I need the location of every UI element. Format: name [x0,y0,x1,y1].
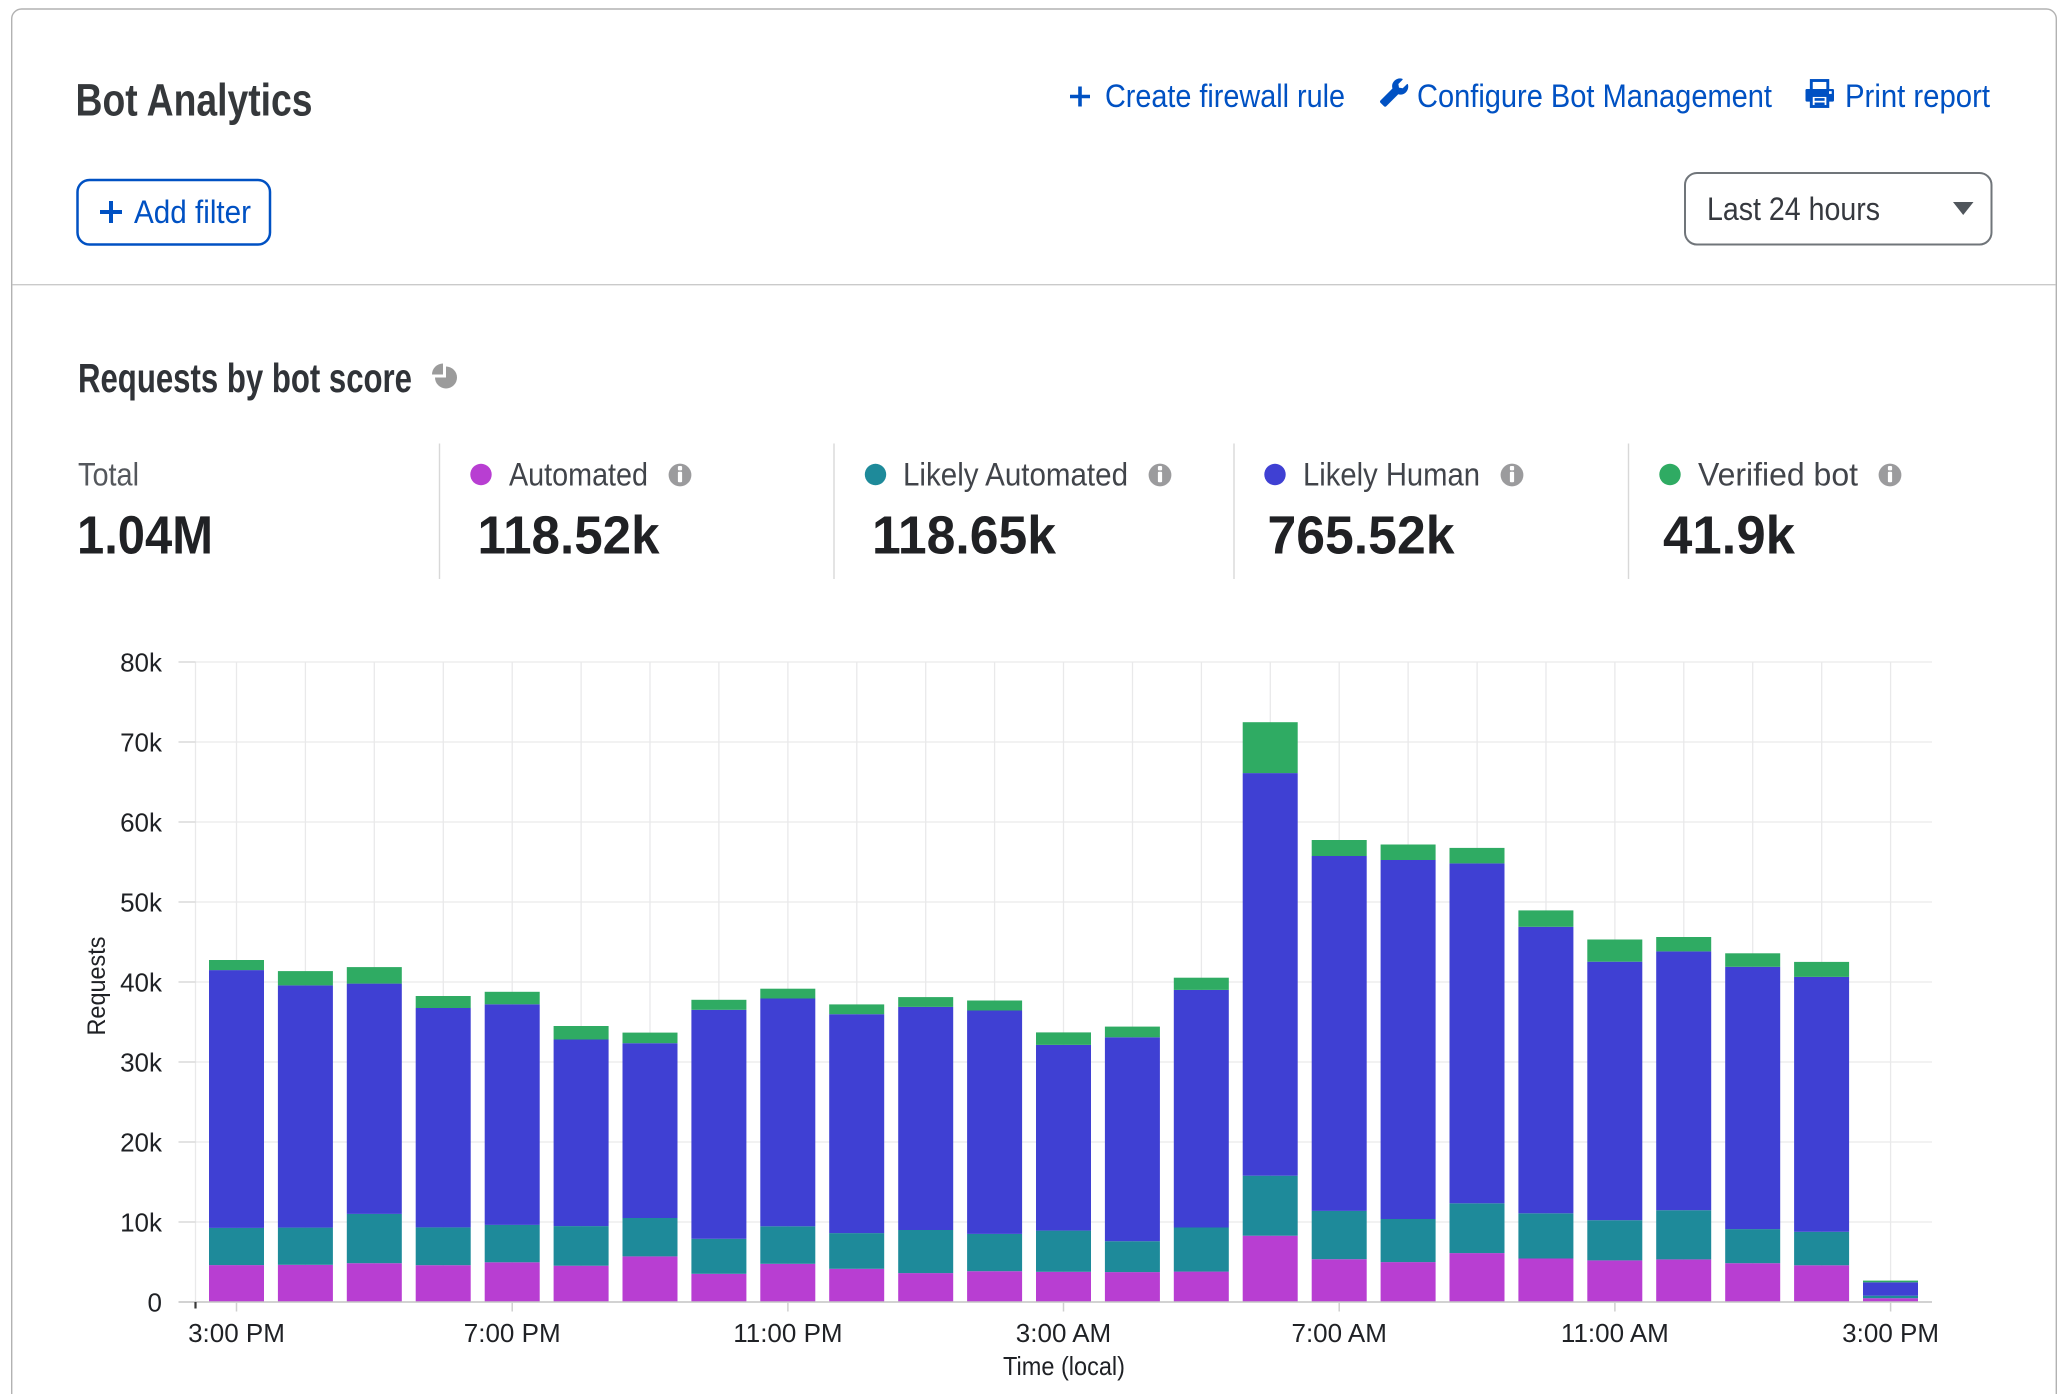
svg-text:7:00 AM: 7:00 AM [1291,1318,1386,1348]
svg-text:80k: 80k [120,647,163,677]
svg-text:10k: 10k [120,1207,163,1237]
svg-text:3:00 AM: 3:00 AM [1016,1318,1111,1348]
svg-text:30k: 30k [120,1047,163,1077]
svg-text:0: 0 [148,1287,162,1317]
svg-text:Verified bot: Verified bot [1698,457,1858,493]
svg-text:Automated: Automated [509,457,648,493]
svg-text:765.52k: 765.52k [1268,506,1456,566]
svg-text:Total: Total [78,457,139,493]
svg-text:Likely Human: Likely Human [1303,457,1480,493]
svg-text:7:00 PM: 7:00 PM [464,1318,561,1348]
svg-text:3:00 PM: 3:00 PM [1842,1318,1939,1348]
svg-text:Likely Automated: Likely Automated [903,457,1128,493]
svg-text:11:00 AM: 11:00 AM [1561,1318,1669,1348]
svg-text:60k: 60k [120,807,163,837]
svg-text:Last 24 hours: Last 24 hours [1707,191,1880,227]
svg-text:Requests by bot score: Requests by bot score [78,355,412,401]
svg-text:Print report: Print report [1845,78,1990,114]
svg-text:11:00 PM: 11:00 PM [733,1318,842,1348]
svg-text:41.9k: 41.9k [1663,506,1796,566]
svg-text:Configure Bot Management: Configure Bot Management [1417,78,1772,114]
svg-text:20k: 20k [120,1127,163,1157]
svg-text:Requests: Requests [83,937,111,1036]
svg-text:Add filter: Add filter [134,194,251,230]
svg-text:Create firewall rule: Create firewall rule [1105,78,1345,114]
svg-text:118.65k: 118.65k [872,506,1057,566]
svg-text:Time (local): Time (local) [1003,1351,1125,1381]
svg-text:1.04M: 1.04M [77,506,213,566]
svg-text:118.52k: 118.52k [478,506,661,566]
svg-text:70k: 70k [120,727,163,757]
svg-text:40k: 40k [120,967,163,997]
svg-text:50k: 50k [120,887,163,917]
svg-text:3:00 PM: 3:00 PM [188,1318,285,1348]
svg-text:Bot Analytics: Bot Analytics [76,75,313,126]
